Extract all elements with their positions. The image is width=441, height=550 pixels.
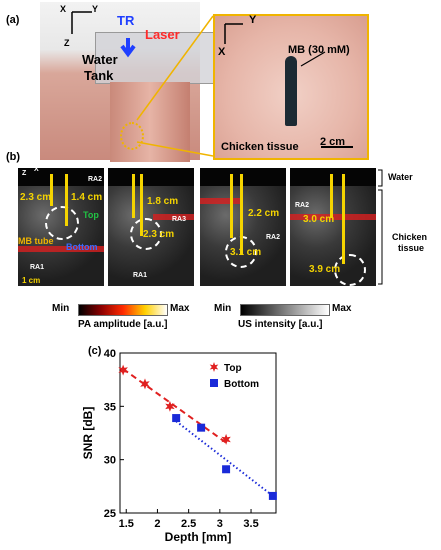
us3-depth-1: 2.2 cm <box>248 208 280 219</box>
tissue-axis-x: X <box>218 46 226 58</box>
data-point-bottom <box>268 491 277 500</box>
y-tick-label: 30 <box>104 455 116 467</box>
us2-ra3: RA3 <box>172 216 187 223</box>
us3-ra2: RA2 <box>266 234 281 241</box>
setup-axis-x: X <box>60 4 67 14</box>
panel-c-label: (c) <box>88 345 102 357</box>
us4-depth-2: 3.9 cm <box>309 264 341 275</box>
legend-label-top: Top <box>224 363 242 374</box>
data-point-top <box>221 433 231 445</box>
x-tick-label: 2 <box>154 518 160 530</box>
data-point-top <box>118 364 128 376</box>
us1-depth-2: 1.4 cm <box>71 192 103 203</box>
y-tick-label: 35 <box>104 401 116 413</box>
panel-a-overlay <box>71 11 214 157</box>
us1-top-label: Top <box>83 210 99 220</box>
data-point-bottom <box>197 423 206 432</box>
us-cbar-min: Min <box>214 303 232 314</box>
y-axis-label: SNR [dB] <box>81 407 95 460</box>
us-cbar-title: US intensity [a.u.] <box>238 319 323 330</box>
us-cbar-max: Max <box>332 303 352 314</box>
us1-ra1: RA1 <box>30 264 45 271</box>
us1-depth-1: 2.3 cm <box>20 192 52 203</box>
data-point-top <box>140 378 150 390</box>
us1-scale-label: 1 cm <box>22 276 41 285</box>
mb-tube <box>285 56 297 126</box>
us1-tube-label: MB tube <box>18 236 54 246</box>
x-tick-label: 3 <box>217 518 223 530</box>
pa-cbar-title: PA amplitude [a.u.] <box>78 319 168 330</box>
us1-axis-z: Z <box>22 170 27 177</box>
us3-depth-2: 3.1 cm <box>230 247 262 258</box>
tissue-photo-overlay <box>224 23 353 148</box>
chart-legend: Top Bottom <box>209 362 259 390</box>
fit-line-bottom <box>175 420 274 497</box>
us4-ra2: RA2 <box>295 202 310 209</box>
us2-ra1: RA1 <box>133 272 148 279</box>
x-tick-label: 1.5 <box>119 518 134 530</box>
laser-label: Laser <box>145 27 180 42</box>
pa-cbar-min: Min <box>52 303 70 314</box>
us-image-1 <box>18 168 104 286</box>
panel-b-label: (b) <box>6 151 21 163</box>
x-tick-label: 2.5 <box>181 518 196 530</box>
data-point-bottom <box>222 465 231 474</box>
tissue-scale-label: 2 cm <box>320 136 346 148</box>
panel-a-label: (a) <box>6 14 20 26</box>
x-tick-label: 3.5 <box>243 518 258 530</box>
mb-label: MB (30 mM) <box>288 44 350 56</box>
us1-axis-x: X <box>34 166 39 173</box>
legend-marker-bottom <box>210 379 218 387</box>
y-tick-label: 40 <box>104 348 116 360</box>
us-image-4 <box>290 168 376 286</box>
tissue-axis-y: Y <box>249 14 257 26</box>
plot-frame <box>119 352 277 514</box>
tissue-photo-label: Chicken tissue <box>221 141 299 153</box>
axis-ticks: 1.5 2 2.5 3 3.5 25 30 35 40 <box>104 348 259 530</box>
us-image-2 <box>108 168 194 286</box>
data-marks <box>118 364 277 500</box>
pa-colorbar <box>78 304 168 316</box>
tissue-photo <box>213 14 369 160</box>
setup-axis-z: Z <box>64 38 70 48</box>
data-point-bottom <box>172 414 181 423</box>
us2-depth-1: 1.8 cm <box>147 196 179 207</box>
tissue-region-label-2: tissue <box>398 243 425 253</box>
data-point-top <box>165 400 175 412</box>
setup-photo <box>40 2 217 162</box>
pa-cbar-max: Max <box>170 303 190 314</box>
region-brackets <box>378 169 383 285</box>
us1-ra2: RA2 <box>88 176 103 183</box>
setup-axis-y: Y <box>92 4 99 14</box>
snr-chart: 1.5 2 2.5 3 3.5 25 30 35 40 Top Bottom Depth [mm]… <box>81 348 277 544</box>
roi-marker <box>120 122 144 150</box>
us4-depth-1: 3.0 cm <box>303 214 335 225</box>
us1-bottom-label: Bottom <box>66 242 98 252</box>
legend-label-bottom: Bottom <box>224 379 259 390</box>
us-image-3 <box>200 168 286 286</box>
legend-marker-top <box>209 362 219 372</box>
us-colorbar <box>240 304 330 316</box>
y-tick-label: 25 <box>104 508 116 520</box>
tr-label: TR <box>117 13 135 28</box>
tank-label-water: Water <box>82 52 118 67</box>
tank-label-tank: Tank <box>84 68 114 83</box>
x-axis-label: Depth [mm] <box>165 530 232 544</box>
water-region-label: Water <box>388 172 413 182</box>
tissue-region-label-1: Chicken <box>392 232 428 242</box>
us2-depth-2: 2.3 cm <box>143 229 175 240</box>
